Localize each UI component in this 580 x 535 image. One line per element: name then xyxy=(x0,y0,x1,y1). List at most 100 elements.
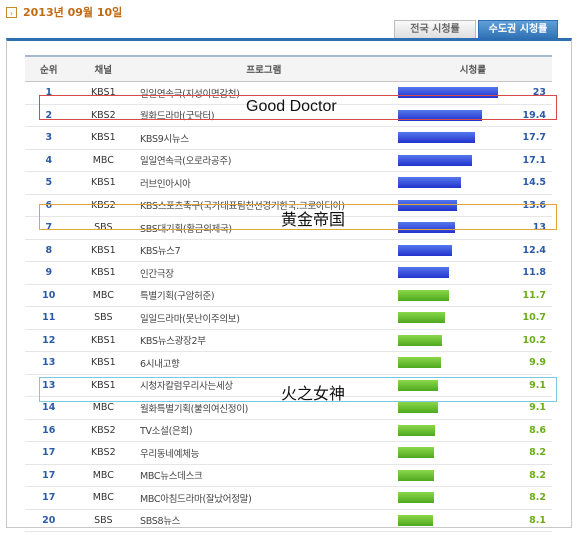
highlight-box-goddess-of-fire xyxy=(39,377,557,402)
table-row: 7 SBS SBS대기획(황금의제국) 13 xyxy=(25,216,552,240)
table-row: 10 MBC 특별기획(구암허준) 11.7 xyxy=(25,284,552,307)
channel-cell: MBC xyxy=(72,284,134,307)
rank-cell: 17 xyxy=(25,464,73,487)
annotation-good-doctor: Good Doctor xyxy=(246,98,337,115)
rating-bar-cell xyxy=(393,126,508,150)
program-cell: 월화특별기획(불의여신정이) xyxy=(133,396,394,420)
rating-value: 23 xyxy=(507,81,552,105)
rating-value: 11.7 xyxy=(507,284,552,307)
program-cell: 특별기획(구암허준) xyxy=(133,284,394,307)
program-cell: 일일연속극(오로라공주) xyxy=(133,149,394,172)
ratings-panel: 순위 채널 프로그램 시청률 1 KBS1 일일연속극(지성이면감천) 23 2 KBS2… xyxy=(6,38,572,532)
program-cell: KBS뉴스7 xyxy=(133,239,394,262)
ratings-table: 순위 채널 프로그램 시청률 1 KBS1 일일연속극(지성이면감천) 23 2 KBS2… xyxy=(25,55,552,532)
rating-bar-cell xyxy=(393,81,508,105)
table-row: 20 SBS SBS8뉴스 8.1 xyxy=(25,509,552,532)
rating-value: 13.6 xyxy=(507,194,552,217)
channel-cell: KBS2 xyxy=(72,104,134,127)
program-cell: 인간극장 xyxy=(133,261,394,285)
table-row: 17 MBC MBC아침드라마(잘났어정말) 8.2 xyxy=(25,486,552,510)
table-row: 17 KBS2 우리동네예체능 8.2 xyxy=(25,441,552,465)
program-cell: KBS뉴스광장2부 xyxy=(133,329,394,352)
rating-value: 17.7 xyxy=(507,126,552,150)
rating-bar-cell xyxy=(393,351,508,375)
annotation-golden-empire: 黄金帝国 xyxy=(281,210,346,229)
rank-cell: 2 xyxy=(25,104,73,127)
rating-bar xyxy=(397,132,475,144)
rating-bar-cell xyxy=(393,104,508,127)
rating-bar xyxy=(397,492,434,504)
rating-bar-cell xyxy=(393,486,508,510)
rank-cell: 13 xyxy=(25,374,73,397)
program-cell: MBC뉴스데스크 xyxy=(133,464,394,487)
rank-cell: 17 xyxy=(25,441,73,465)
rank-cell: 4 xyxy=(25,149,73,172)
rating-bar-cell xyxy=(393,306,508,330)
program-cell: SBS8뉴스 xyxy=(133,509,394,532)
channel-cell: KBS1 xyxy=(72,261,134,285)
rating-bar xyxy=(397,154,472,166)
channel-cell: KBS2 xyxy=(72,194,134,217)
rating-value: 10.2 xyxy=(507,329,552,352)
highlight-box-golden-empire xyxy=(39,204,557,230)
program-cell: 월화드라마(굿닥터) xyxy=(133,104,394,127)
tab-bar: 전국 시청률 수도권 시청률 xyxy=(394,20,558,39)
rating-bar xyxy=(397,199,457,211)
rank-cell: 6 xyxy=(25,194,73,217)
rating-bar xyxy=(397,244,452,256)
table-row: 11 SBS 일일드라마(못난이주의보) 10.7 xyxy=(25,306,552,330)
channel-cell: MBC xyxy=(72,149,134,172)
highlight-box-good-doctor xyxy=(39,95,557,120)
table-row: 14 MBC 월화특별기획(불의여신정이) 9.1 xyxy=(25,396,552,420)
rank-cell: 13 xyxy=(25,351,73,375)
tab-national-ratings[interactable]: 전국 시청률 xyxy=(394,20,476,39)
header-rank: 순위 xyxy=(25,55,73,82)
table-row: 3 KBS1 KBS9시뉴스 17.7 xyxy=(25,126,552,150)
rating-value: 17.1 xyxy=(507,149,552,172)
rating-bar-cell xyxy=(393,149,508,172)
program-cell: 6시내고향 xyxy=(133,351,394,375)
channel-cell: KBS1 xyxy=(72,239,134,262)
channel-cell: SBS xyxy=(72,306,134,330)
rating-bar xyxy=(397,424,435,436)
rating-bar-cell xyxy=(393,374,508,397)
rating-bar xyxy=(397,379,438,391)
table-row: 17 MBC MBC뉴스데스크 8.2 xyxy=(25,464,552,487)
rating-bar-cell xyxy=(393,464,508,487)
rating-value: 8.2 xyxy=(507,464,552,487)
rating-value: 10.7 xyxy=(507,306,552,330)
rating-bar xyxy=(397,109,482,121)
rank-cell: 7 xyxy=(25,216,73,240)
tab-capital-ratings[interactable]: 수도권 시청률 xyxy=(478,20,558,39)
rating-value: 12.4 xyxy=(507,239,552,262)
channel-cell: MBC xyxy=(72,486,134,510)
table-row: 9 KBS1 인간극장 11.8 xyxy=(25,261,552,285)
rating-bar xyxy=(397,469,434,481)
table-row: 1 KBS1 일일연속극(지성이면감천) 23 xyxy=(25,81,552,105)
table-header-row: 순위 채널 프로그램 시청률 xyxy=(25,55,552,82)
channel-cell: SBS xyxy=(72,216,134,240)
channel-cell: KBS2 xyxy=(72,441,134,465)
rating-bar-cell xyxy=(393,396,508,420)
rank-cell: 17 xyxy=(25,486,73,510)
rating-bar xyxy=(397,447,434,459)
header-program: 프로그램 xyxy=(133,55,394,82)
program-cell: 일일연속극(지성이면감천) xyxy=(133,81,394,105)
channel-cell: KBS1 xyxy=(72,171,134,195)
rating-bar xyxy=(397,312,445,324)
rating-bar-cell xyxy=(393,239,508,262)
rank-cell: 10 xyxy=(25,284,73,307)
program-cell: KBS스포츠축구(국가대표팀친선경기한국:크로아티아) xyxy=(133,194,394,217)
table-row: 2 KBS2 월화드라마(굿닥터) 19.4 xyxy=(25,104,552,127)
table-row: 12 KBS1 KBS뉴스광장2부 10.2 xyxy=(25,329,552,352)
rating-value: 8.2 xyxy=(507,486,552,510)
rating-bar-cell xyxy=(393,329,508,352)
rating-bar-cell xyxy=(393,441,508,465)
rating-bar xyxy=(397,514,433,526)
annotation-goddess-of-fire: 火之女神 xyxy=(281,384,346,403)
rating-bar xyxy=(397,402,438,414)
table-row: 4 MBC 일일연속극(오로라공주) 17.1 xyxy=(25,149,552,172)
rating-bar xyxy=(397,357,441,369)
channel-cell: KBS1 xyxy=(72,351,134,375)
rating-value: 9.1 xyxy=(507,396,552,420)
